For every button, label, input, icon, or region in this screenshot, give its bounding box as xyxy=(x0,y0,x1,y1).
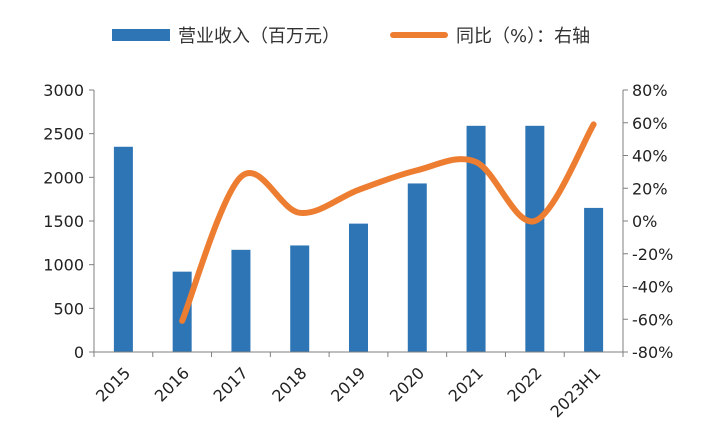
yoy-point-2021 xyxy=(475,161,477,163)
right-tick-label: -20% xyxy=(632,245,673,264)
x-tick-label: 2022 xyxy=(503,363,545,405)
bar-2018 xyxy=(290,245,310,352)
bar-2019 xyxy=(349,223,368,352)
left-tick-label: 2500 xyxy=(43,125,84,144)
bar-2015 xyxy=(113,146,133,352)
yoy-point-2019 xyxy=(358,189,359,191)
right-tick-label: 0% xyxy=(632,212,657,231)
right-tick-label: 80% xyxy=(632,81,668,100)
x-tick-label: 2018 xyxy=(268,363,310,405)
yoy-point-2023H1 xyxy=(593,123,595,125)
legend: 营业收入（百万元） 同比（%）：右轴 xyxy=(0,20,717,50)
left-tick-label: 0 xyxy=(74,343,84,362)
left-tick-label: 1500 xyxy=(43,212,84,231)
left-tick-label: 1000 xyxy=(43,256,84,275)
x-tick-label: 2020 xyxy=(386,363,428,405)
yoy-point-2017 xyxy=(240,176,242,178)
x-tick-label: 2021 xyxy=(445,363,487,405)
legend-item-line: 同比（%）：右轴 xyxy=(390,20,590,50)
bar-2023H1 xyxy=(584,207,604,352)
right-tick-label: -60% xyxy=(632,310,673,329)
x-tick-label: 2016 xyxy=(151,363,193,405)
right-tick-label: 60% xyxy=(632,114,668,133)
right-tick-label: 40% xyxy=(632,147,668,166)
x-tick-label: 2017 xyxy=(210,363,252,405)
left-tick-label: 3000 xyxy=(43,81,84,100)
left-tick-label: 500 xyxy=(53,299,84,318)
bar-2022 xyxy=(525,125,545,352)
left-tick-label: 2000 xyxy=(43,168,84,187)
right-tick-label: 20% xyxy=(632,179,668,198)
x-tick-label: 2023H1 xyxy=(547,363,605,421)
right-tick-label: -80% xyxy=(632,343,673,362)
yoy-point-2016 xyxy=(181,320,183,322)
legend-item-bar: 营业收入（百万元） xyxy=(112,20,340,50)
bar-2017 xyxy=(231,249,251,352)
right-tick-label: -40% xyxy=(632,278,673,297)
bar-2021 xyxy=(466,125,486,352)
legend-line-swatch xyxy=(390,32,448,38)
legend-bar-swatch xyxy=(112,29,170,41)
yoy-point-2020 xyxy=(416,169,418,171)
bar-2016 xyxy=(172,271,192,352)
legend-line-label: 同比（%）：右轴 xyxy=(456,26,591,47)
line-series xyxy=(179,121,597,324)
yoy-point-2022 xyxy=(534,220,536,222)
bar-2020 xyxy=(407,183,427,352)
x-tick-label: 2015 xyxy=(92,363,134,405)
yoy-point-2018 xyxy=(299,212,301,214)
legend-bar-label: 营业收入（百万元） xyxy=(178,26,340,47)
bar-series xyxy=(113,125,604,352)
x-tick-label: 2019 xyxy=(327,363,369,405)
